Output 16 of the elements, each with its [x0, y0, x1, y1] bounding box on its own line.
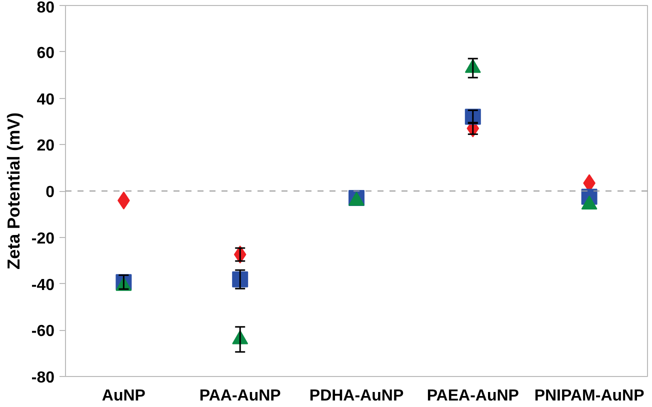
- y-axis-title: Zeta Potential (mV): [3, 112, 24, 270]
- y-tick-label: -40: [31, 276, 55, 294]
- y-tick-label: -60: [31, 323, 55, 340]
- y-tick-label: -80: [31, 370, 55, 386]
- y-tick-label: 0: [46, 184, 55, 201]
- y-tick-label: 60: [36, 44, 55, 62]
- y-tick-label: 20: [36, 138, 55, 155]
- x-tick-label: PAEA-AuNP: [426, 388, 520, 404]
- x-tick-label: AuNP: [102, 388, 146, 404]
- x-tick-label: PNIPAM-AuNP: [534, 388, 645, 404]
- point: [232, 271, 248, 288]
- y-tick-label: -20: [31, 230, 55, 248]
- x-tick-label: PAA-AuNP: [199, 388, 282, 404]
- y-tick-label: 40: [36, 91, 55, 108]
- x-tick-label: PDHA-AuNP: [309, 388, 404, 404]
- y-tick-label: 80: [36, 0, 55, 16]
